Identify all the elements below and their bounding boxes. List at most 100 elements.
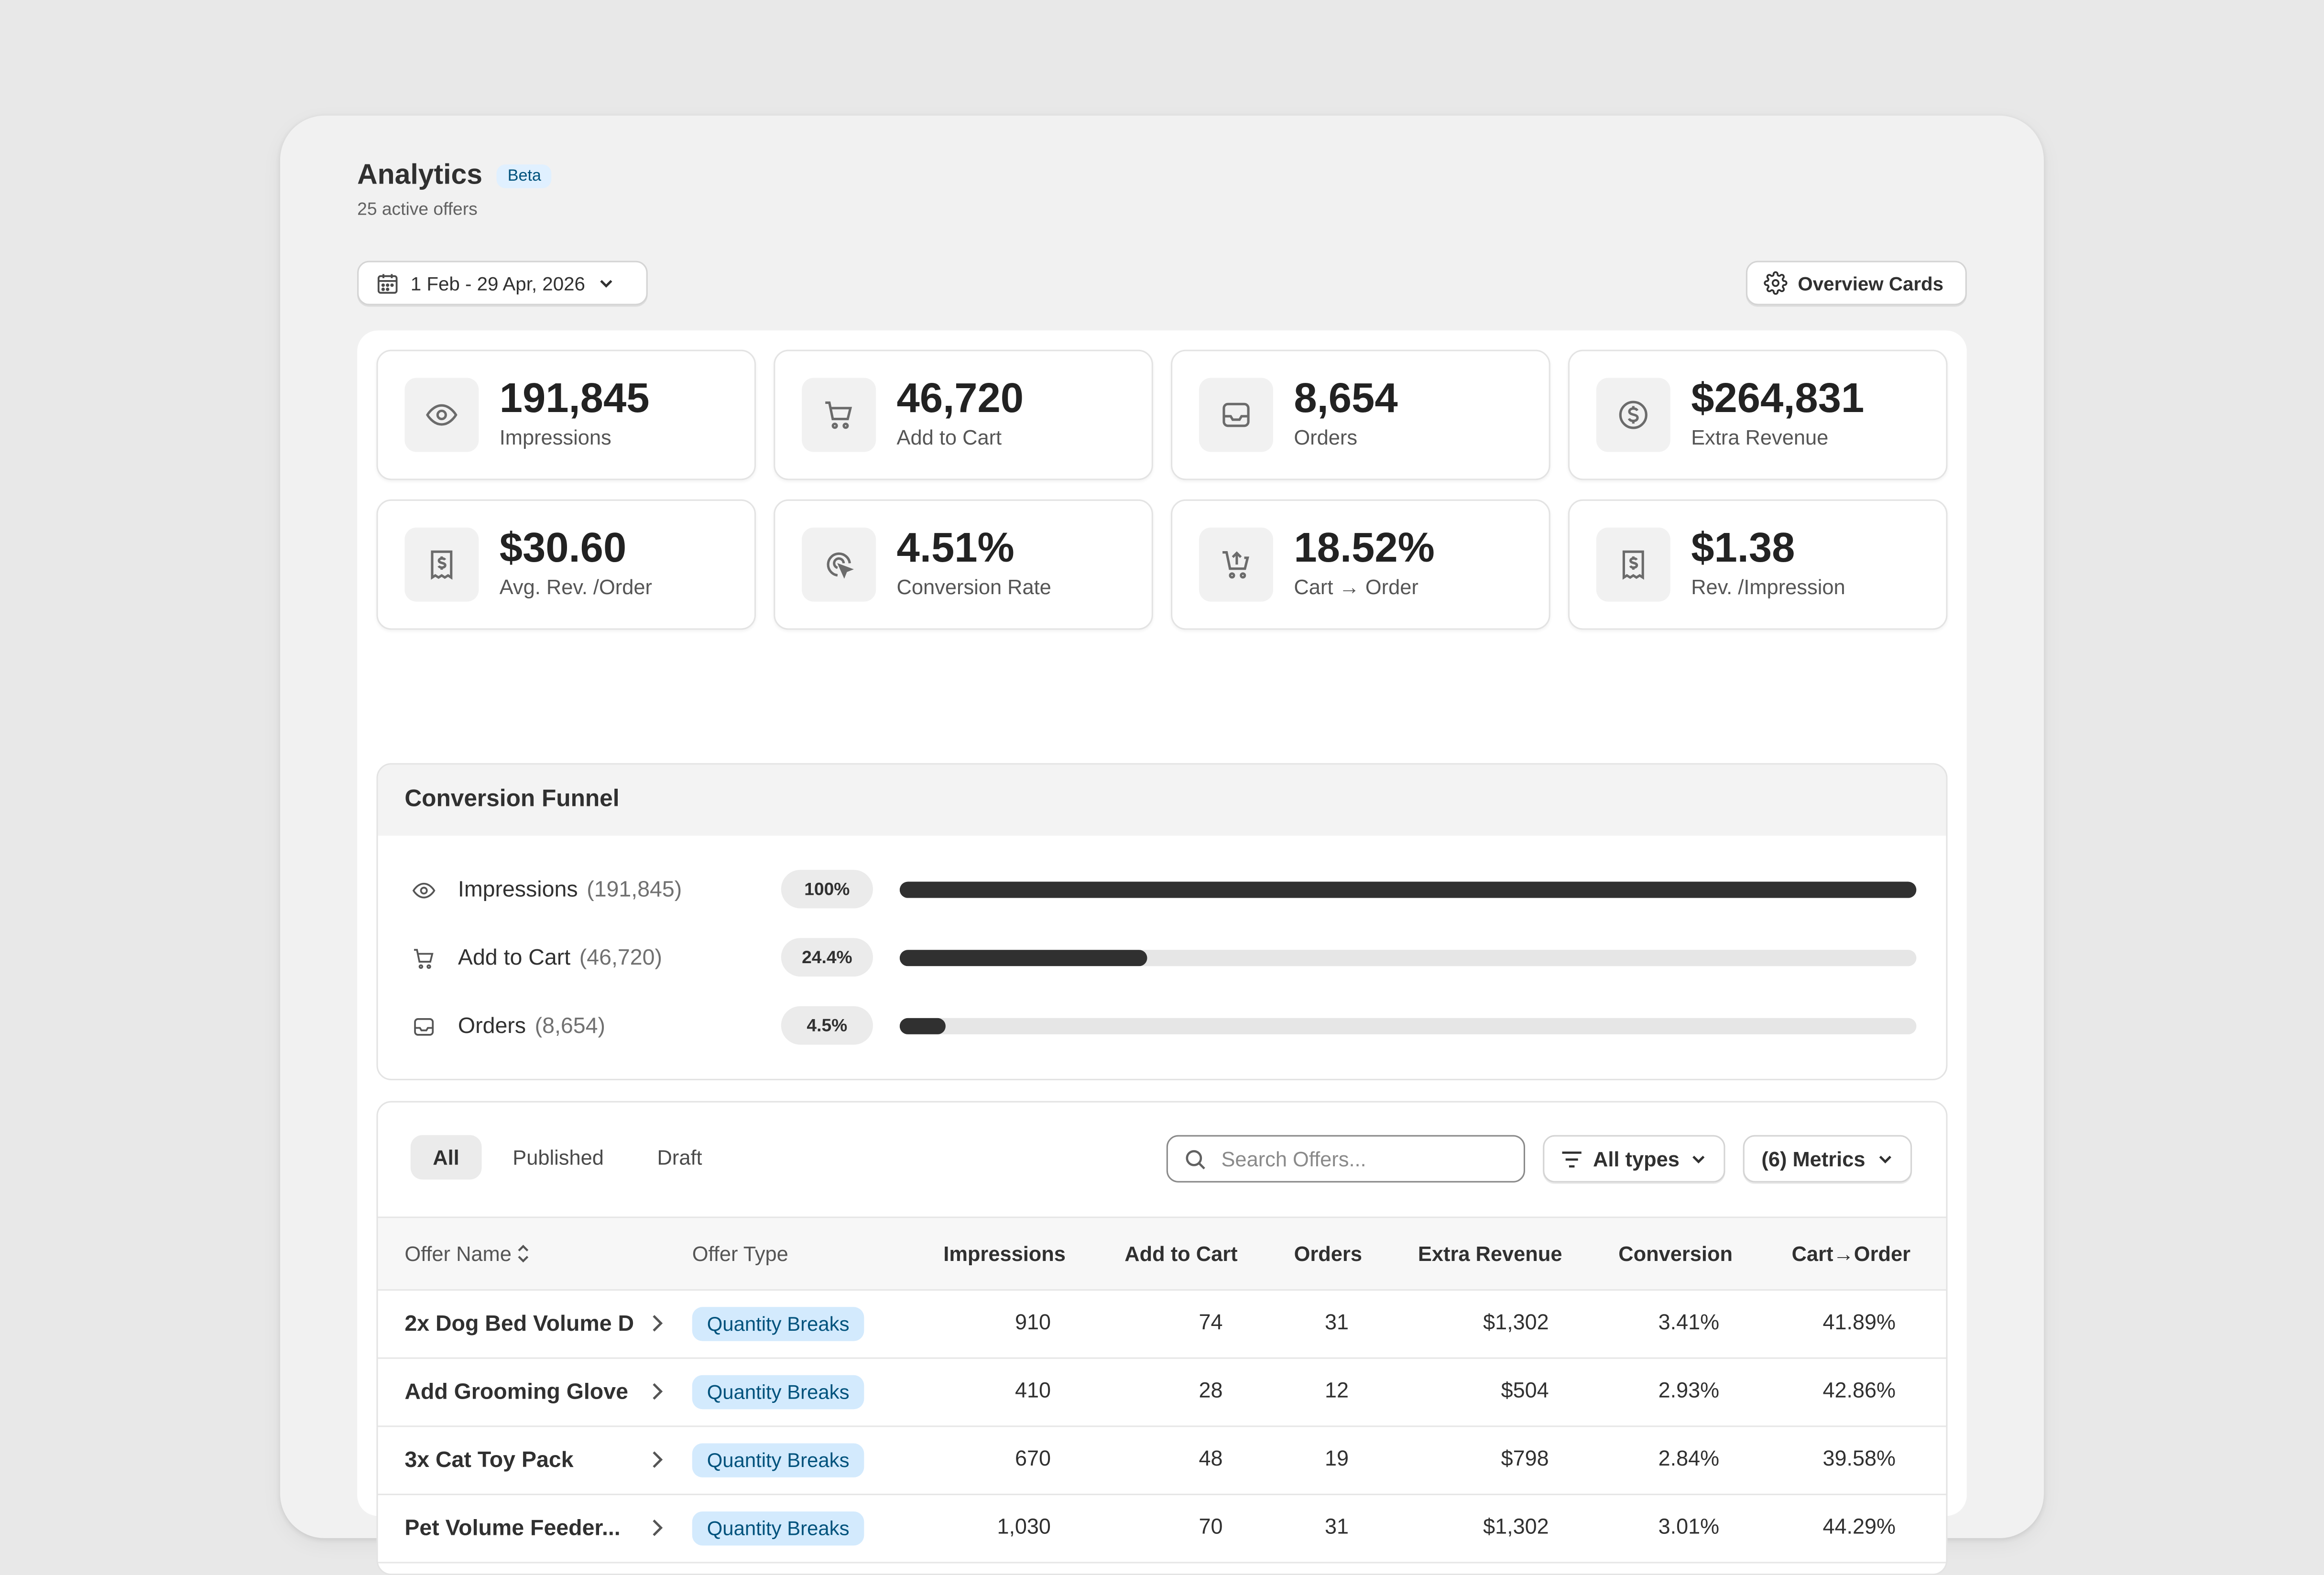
funnel-count: (191,845) [587, 877, 682, 902]
date-range-picker[interactable]: 1 Feb - 29 Apr, 2026 [357, 261, 648, 305]
cell-conversion: 2.93% [1658, 1379, 1720, 1403]
cell-orders: 31 [1325, 1311, 1349, 1336]
sort-icon [518, 1245, 529, 1263]
search-box [1166, 1135, 1526, 1183]
stat-card-cart-to-order: 18.52% Cart → Order [1171, 499, 1550, 630]
stat-value: $1.38 [1691, 524, 1795, 571]
table-row[interactable]: 3x Cat Toy Pack Quantity Breaks 670 48 1… [378, 1427, 1946, 1496]
cell-extra-revenue: $798 [1501, 1447, 1549, 1472]
funnel-percent-pill: 100% [781, 869, 873, 909]
col-cart-to-order[interactable]: Cart→Order [1791, 1241, 1911, 1266]
col-offer-type: Offer Type [692, 1241, 788, 1266]
receipt-icon [431, 550, 453, 580]
eye-icon [412, 882, 436, 899]
chevron-right-icon[interactable] [649, 1381, 664, 1401]
search-input[interactable] [1218, 1145, 1506, 1173]
offer-type-filter[interactable]: All types [1543, 1135, 1725, 1183]
cell-cart-to-order: 44.29% [1822, 1516, 1896, 1540]
funnel-title: Conversion Funnel [378, 764, 1946, 836]
tab-draft[interactable]: Draft [657, 1145, 702, 1169]
cell-cart-to-order: 41.89% [1822, 1311, 1896, 1336]
stat-card-rev-impression: $1.38 Rev. /Impression [1568, 499, 1948, 630]
dollar-circle-icon [1619, 401, 1648, 429]
cell-add-to-cart: 48 [1199, 1447, 1223, 1472]
funnel-label: Impressions (191,845) [458, 877, 682, 902]
offer-type-filter-label: All types [1593, 1147, 1680, 1171]
stat-label: Orders [1294, 425, 1358, 449]
stat-value: 4.51% [896, 524, 1015, 571]
offer-type-badge: Quantity Breaks [692, 1375, 864, 1410]
cell-add-to-cart: 70 [1199, 1516, 1223, 1540]
cursor-click-icon [827, 552, 854, 579]
funnel-row-impressions: Impressions (191,845) 100% [378, 869, 1946, 912]
eye-icon [426, 404, 458, 426]
cell-cart-to-order: 39.58% [1822, 1447, 1896, 1472]
table-row[interactable]: Add Grooming Glove Quantity Breaks 410 2… [378, 1359, 1946, 1427]
cart-up-icon [1222, 551, 1249, 579]
tab-all[interactable]: All [410, 1135, 482, 1180]
funnel-count: (8,654) [535, 1013, 606, 1039]
conversion-funnel: Conversion Funnel Impressions (191,845) 1… [376, 763, 1948, 1080]
offer-type-badge: Quantity Breaks [692, 1511, 864, 1546]
col-orders[interactable]: Orders [1294, 1241, 1362, 1266]
stat-card-impressions: 191,845 Impressions [376, 349, 756, 480]
calendar-icon [377, 273, 398, 293]
metrics-button[interactable]: (6) Metrics [1743, 1135, 1912, 1183]
overview-cards-label: Overview Cards [1798, 272, 1944, 294]
funnel-bar-fill [899, 950, 1148, 967]
inbox-icon [414, 1018, 434, 1036]
stat-value: 18.52% [1294, 524, 1435, 571]
stat-label: Add to Cart [896, 425, 1002, 449]
page-title: Analytics [357, 160, 483, 191]
table-row[interactable]: Pet Volume Feeder... Quantity Breaks 1,0… [378, 1495, 1946, 1564]
table-header: Offer Name Offer Type Impressions Add to… [378, 1217, 1946, 1291]
overview-cards-button[interactable]: Overview Cards [1746, 261, 1967, 305]
cell-add-to-cart: 28 [1199, 1379, 1223, 1403]
col-add-to-cart[interactable]: Add to Cart [1124, 1241, 1238, 1266]
stat-value: 46,720 [896, 375, 1024, 421]
stat-value: 8,654 [1294, 375, 1398, 421]
stat-card-orders: 8,654 Orders [1171, 349, 1550, 480]
offer-name[interactable]: Pet Volume Feeder... [404, 1516, 621, 1542]
chevron-right-icon[interactable] [649, 1449, 664, 1470]
funnel-row-add-to-cart: Add to Cart (46,720) 24.4% [378, 938, 1946, 979]
col-extra-revenue[interactable]: Extra Revenue [1418, 1241, 1562, 1266]
funnel-row-orders: Orders (8,654) 4.5% [378, 1006, 1946, 1048]
stat-label: Extra Revenue [1691, 425, 1829, 449]
beta-badge: Beta [497, 164, 552, 188]
funnel-percent-pill: 24.4% [781, 938, 873, 977]
cell-extra-revenue: $1,302 [1483, 1311, 1549, 1336]
chevron-down-icon [600, 280, 612, 288]
funnel-bar-track [899, 881, 1917, 898]
funnel-label: Add to Cart (46,720) [458, 945, 662, 971]
analytics-panel: Analytics Beta 25 active offers 1 Feb - … [280, 115, 2044, 1575]
stat-card-avg-rev-order: $30.60 Avg. Rev. /Order [376, 499, 756, 630]
chevron-right-icon[interactable] [649, 1518, 664, 1538]
filter-icon [1561, 1151, 1582, 1167]
stat-value: $264,831 [1691, 375, 1865, 421]
cell-extra-revenue: $504 [1501, 1379, 1549, 1403]
cell-orders: 31 [1325, 1516, 1349, 1540]
chevron-right-icon[interactable] [649, 1313, 664, 1334]
stat-label: Conversion Rate [896, 575, 1051, 599]
cell-orders: 12 [1325, 1379, 1349, 1403]
col-impressions[interactable]: Impressions [943, 1241, 1066, 1266]
cell-conversion: 2.84% [1658, 1447, 1720, 1472]
col-conversion[interactable]: Conversion [1618, 1241, 1733, 1266]
stat-value: 191,845 [499, 375, 650, 421]
analytics-content: 191,845 Impressions 46,720 Add to Cart 8… [357, 330, 1967, 1575]
tab-published[interactable]: Published [513, 1145, 604, 1169]
col-offer-name[interactable]: Offer Name [404, 1242, 531, 1265]
chevron-down-icon [1692, 1155, 1705, 1163]
metrics-button-label: (6) Metrics [1761, 1147, 1866, 1171]
date-range-label: 1 Feb - 29 Apr, 2026 [410, 272, 585, 294]
offer-name[interactable]: Add Grooming Glove [404, 1379, 628, 1405]
cell-cart-to-order: 42.86% [1822, 1379, 1896, 1403]
funnel-label: Orders (8,654) [458, 1013, 606, 1039]
offer-name[interactable]: 2x Dog Bed Volume D [404, 1311, 634, 1337]
funnel-percent-pill: 4.5% [781, 1006, 873, 1045]
search-icon [1186, 1149, 1205, 1169]
cart-icon [825, 401, 852, 429]
offer-name[interactable]: 3x Cat Toy Pack [404, 1447, 574, 1473]
table-row[interactable]: 2x Dog Bed Volume D Quantity Breaks 910 … [378, 1291, 1946, 1359]
